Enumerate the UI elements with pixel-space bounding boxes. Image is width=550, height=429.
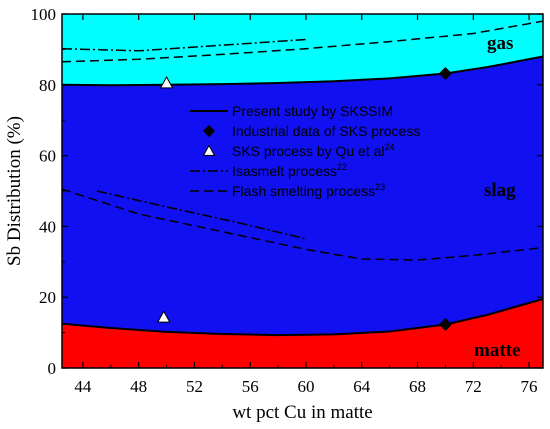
x-tick-label-72: 72 — [465, 377, 482, 396]
legend-label-industrial-data: Industrial data of SKS process — [232, 123, 420, 139]
legend: Present study by SKSSIM Industrial data … — [190, 103, 420, 199]
y-tick-label-80: 80 — [39, 76, 56, 95]
x-tick-label-48: 48 — [130, 377, 147, 396]
legend-ref-24: 24 — [385, 142, 395, 152]
legend-triangle-marker — [202, 144, 216, 156]
y-tick-label-60: 60 — [39, 147, 56, 166]
markers-layer — [156, 66, 452, 331]
region-label-matte: matte — [474, 340, 520, 361]
x-tick-label-44: 44 — [74, 377, 92, 396]
y-tick-label-0: 0 — [48, 359, 57, 378]
x-tick-label-64: 64 — [353, 377, 371, 396]
x-axis-title: wt pct Cu in matte — [232, 402, 372, 423]
region-matte — [62, 299, 543, 368]
legend-label-flash-smelting: Flash smelting process23 — [232, 182, 385, 199]
region-label-slag: slag — [484, 180, 516, 201]
legend-ref-22: 22 — [337, 162, 347, 172]
x-tick-label-60: 60 — [297, 377, 314, 396]
boundary-matte-slag-line — [61, 298, 544, 337]
legend-label-present-study: Present study by SKSSIM — [232, 103, 393, 119]
x-tick-label-52: 52 — [186, 377, 203, 396]
y-tick-label-40: 40 — [39, 217, 56, 236]
region-slag — [62, 56, 543, 336]
y-tick-label-100: 100 — [31, 5, 57, 24]
qu-et-al-marker-1 — [159, 76, 174, 89]
x-tick-label-68: 68 — [409, 377, 426, 396]
qu-et-al-marker-2 — [156, 310, 171, 323]
flash-smelting-line-1 — [61, 20, 544, 63]
legend-diamond-marker — [203, 125, 215, 137]
y-tick-label-20: 20 — [39, 288, 56, 307]
lines-layer — [61, 20, 544, 337]
boundary-slag-gas-line — [61, 55, 544, 87]
axes-layer: 44 48 52 56 60 64 68 72 76 0 20 40 60 80 100 — [31, 5, 543, 396]
isasmelt-line-1 — [61, 38, 307, 52]
x-tick-label-56: 56 — [242, 377, 259, 396]
industrial-data-marker-1 — [438, 66, 452, 80]
flash-smelting-line-2 — [61, 188, 544, 261]
legend-label-isasmelt: Isasmelt process22 — [232, 162, 347, 179]
y-axis-title: Sb Distribution (%) — [4, 116, 25, 266]
x-tick-label-76: 76 — [521, 377, 538, 396]
region-label-gas: gas — [487, 33, 513, 54]
industrial-data-marker-2 — [438, 317, 452, 331]
plot-regions — [62, 14, 543, 368]
legend-ref-23: 23 — [375, 182, 385, 192]
legend-label-qu-et-al: SKS process by Qu et al24 — [232, 142, 395, 159]
